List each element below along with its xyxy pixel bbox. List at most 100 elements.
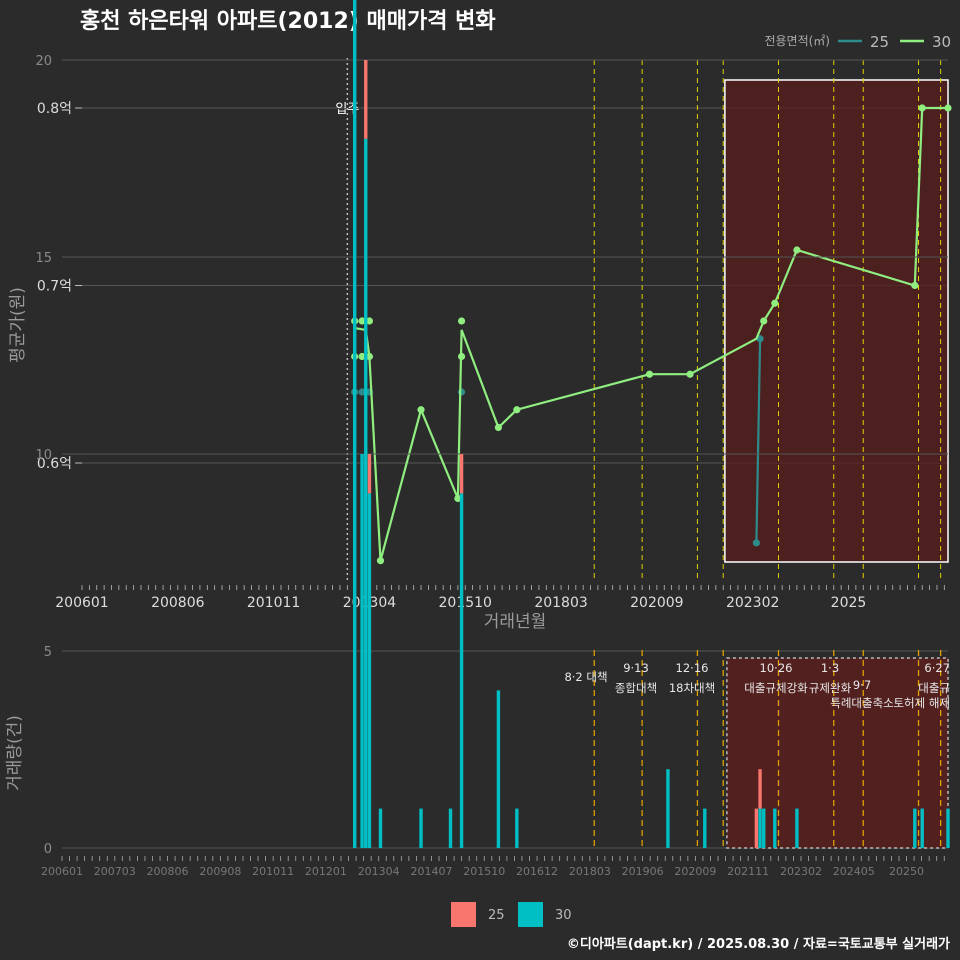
volume-bar-30 [419, 808, 423, 848]
volume-bar-30 [773, 808, 777, 848]
price-x-tick-label: 201011 [247, 595, 300, 611]
price-y-axis-title: 평균가(원) [8, 287, 28, 363]
series-30-point [645, 370, 654, 378]
volume-x-tick-label: 202009 [674, 865, 716, 878]
series-30-point [771, 299, 779, 307]
series-30-point [513, 406, 521, 414]
price-x-tick-label: 202009 [630, 595, 683, 611]
price-x-tick-label: 2025 [831, 595, 867, 611]
series-30-point [417, 406, 425, 414]
volume-bar-30 [459, 493, 464, 848]
policy-annotation: 특례대출축소 [830, 696, 893, 710]
price-x-axis-title: 거래년월 [484, 612, 547, 632]
series-30-point [376, 557, 385, 565]
top-legend: 전용면적(㎡) 25 30 [764, 33, 951, 51]
price-y-tick-label: 0.6억 [37, 456, 72, 472]
volume-bar-30 [920, 808, 924, 848]
volume-y-tick-label: 10 [35, 448, 52, 463]
volume-bar-30 [352, 0, 357, 848]
top-legend-label-25: 25 [870, 33, 889, 51]
policy-annotation: 12·16 [676, 661, 709, 675]
volume-bar-25 [364, 60, 368, 139]
volume-bar-30 [364, 138, 368, 849]
series-25-point [752, 539, 760, 547]
volume-bar-25 [758, 769, 762, 809]
series-30-point [494, 423, 503, 432]
volume-bar-25 [367, 454, 372, 494]
series-30-point [454, 494, 462, 503]
volume-bar-30 [448, 808, 453, 848]
volume-bar-30 [496, 690, 501, 848]
series-30-point [365, 352, 374, 361]
policy-annotation: 10·26 [760, 661, 793, 675]
volume-bar-30 [946, 808, 950, 848]
series-30-point [457, 352, 466, 361]
policy-annotation: 규제완화 [809, 681, 852, 695]
volume-x-tick-label: 20250 [889, 865, 924, 878]
price-x-tick-label: 201510 [439, 595, 492, 611]
volume-bar-30 [762, 808, 766, 848]
volume-x-tick-label: 201201 [305, 865, 347, 878]
volume-x-tick-label: 201407 [410, 865, 452, 878]
volume-bar-30 [367, 493, 372, 848]
series-30-point [686, 370, 694, 378]
volume-x-tick-label: 200703 [94, 865, 136, 878]
bottom-legend: 25 30 [451, 902, 572, 927]
volume-bar-30 [360, 454, 364, 848]
volume-bar-30 [913, 808, 917, 848]
series-30-line [354, 106, 948, 561]
volume-x-tick-label: 201011 [252, 865, 294, 878]
price-x-tick-label: 200601 [55, 595, 108, 611]
bottom-legend-label-30: 30 [555, 908, 572, 923]
policy-annotation: 대출규제강화 [744, 681, 808, 695]
bottom-legend-label-25: 25 [488, 908, 505, 923]
policy-annotation: 9·13 [623, 661, 649, 675]
policy-annotation: 18차대책 [669, 681, 715, 695]
series-25-line [755, 338, 762, 543]
series-30-point [793, 246, 801, 254]
volume-y-axis-title: 거래량(건) [5, 715, 25, 791]
footer-credit: ©디아파트(dapt.kr) / 2025.08.30 / 자료=국토교통부 실… [567, 936, 950, 952]
volume-bar-30 [378, 808, 383, 848]
volume-x-tick-label: 201803 [569, 865, 611, 878]
policy-annotation: 종합대책 [615, 681, 657, 695]
policy-annotation: 8·2 대책 [564, 670, 607, 684]
price-panel: 0.6억0.7억0.8억입주20060120080620101120130420… [8, 58, 952, 632]
volume-bar-30 [666, 769, 670, 848]
volume-y-tick-label: 0 [44, 842, 52, 857]
price-y-tick-label: 0.7억 [37, 279, 72, 295]
policy-annotation: 1·3 [821, 661, 839, 675]
volume-x-tick-label: 201510 [463, 865, 505, 878]
top-legend-title: 전용면적(㎡) [764, 34, 830, 48]
bottom-legend-swatch-30 [518, 902, 543, 927]
volume-x-tick-label: 201906 [622, 865, 664, 878]
series-30-point [457, 317, 466, 325]
volume-x-tick-label: 200601 [41, 865, 83, 878]
volume-x-tick-label: 202302 [780, 865, 822, 878]
volume-x-tick-label: 200806 [147, 865, 189, 878]
series-30-point [760, 317, 768, 325]
volume-x-tick-label: 200908 [199, 865, 241, 878]
series-30-point [911, 281, 919, 290]
policy-annotation: 9·7 [853, 678, 871, 692]
volume-bar-30 [703, 808, 707, 848]
chart-title: 홍천 하은타워 아파트(2012) 매매가격 변화 [80, 9, 496, 34]
volume-bar-25 [459, 454, 464, 494]
volume-x-tick-label: 201304 [358, 865, 400, 878]
policy-annotation: 6·27 [924, 661, 950, 675]
volume-bar-25 [754, 808, 759, 848]
price-y-tick-label: 0.8억 [37, 101, 72, 117]
volume-x-tick-label: 202111 [727, 865, 769, 878]
volume-y-tick-label: 5 [44, 645, 52, 660]
volume-y-tick-label: 20 [35, 54, 52, 69]
volume-x-tick-label: 201612 [516, 865, 558, 878]
top-legend-label-30: 30 [932, 33, 951, 51]
price-x-tick-label: 202302 [726, 595, 779, 611]
price-x-tick-label: 200806 [151, 595, 205, 611]
volume-bar-30 [795, 808, 799, 848]
volume-bar-30 [515, 808, 519, 848]
price-x-tick-label: 201803 [534, 595, 587, 611]
volume-panel: 05101520258·2 대책9·13종합대책12·1618차대책10·26대… [5, 0, 950, 878]
bottom-legend-swatch-25 [451, 902, 476, 927]
